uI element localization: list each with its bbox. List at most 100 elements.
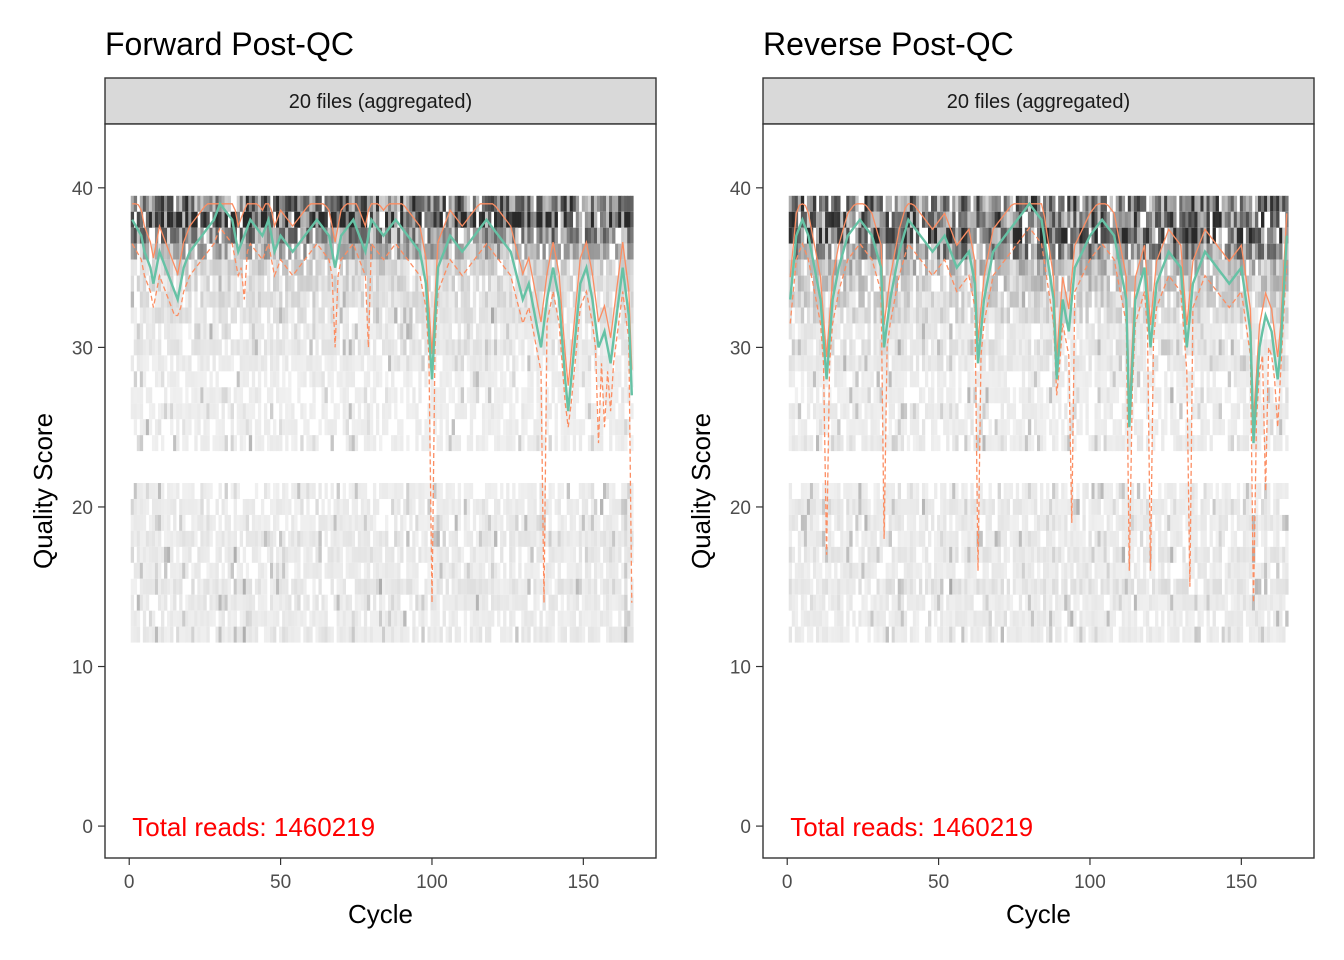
heatmap-tile (466, 291, 471, 308)
heatmap-tile (834, 594, 838, 611)
heatmap-tile (572, 323, 577, 340)
heatmap-tile (194, 259, 198, 276)
heatmap-tile (791, 403, 796, 420)
heatmap-tile (828, 498, 832, 515)
heatmap-tile (297, 546, 301, 563)
heatmap-tile (606, 514, 610, 531)
heatmap-tile (442, 498, 446, 515)
heatmap-tile (266, 483, 271, 499)
heatmap-tile (566, 291, 571, 308)
heatmap-tile (294, 562, 298, 579)
heatmap-tile (185, 419, 189, 436)
heatmap-tile (997, 514, 1001, 531)
heatmap-tile (527, 610, 531, 627)
heatmap-tile (1009, 626, 1014, 643)
heatmap-tile (593, 530, 598, 547)
heatmap-tile (279, 243, 283, 260)
heatmap-tile (569, 562, 574, 579)
heatmap-tile (891, 594, 895, 611)
heatmap-tile (563, 227, 567, 244)
heatmap-tile (273, 594, 277, 611)
heatmap-tile (170, 403, 174, 420)
heatmap-tile (952, 546, 956, 563)
heatmap-tile (569, 610, 574, 627)
heatmap-tile (1015, 243, 1020, 260)
heatmap-tile (1006, 195, 1011, 212)
heatmap-tile (312, 483, 316, 499)
heatmap-tile (300, 530, 304, 547)
heatmap-tile (924, 243, 929, 260)
heatmap-tile (994, 371, 998, 388)
heatmap-tile (539, 498, 543, 515)
heatmap-tile (406, 355, 410, 372)
heatmap-tile (227, 323, 231, 340)
heatmap-tile (509, 498, 513, 515)
heatmap-tile (382, 243, 386, 260)
heatmap-tile (260, 435, 265, 452)
heatmap-tile (952, 578, 956, 595)
heatmap-tile (572, 403, 577, 420)
heatmap-tile (212, 610, 216, 627)
heatmap-tile (139, 435, 144, 452)
heatmap-tile (879, 227, 883, 244)
heatmap-tile (360, 530, 365, 547)
heatmap-tile (530, 546, 534, 563)
heatmap-tile (294, 530, 298, 547)
heatmap-tile (988, 578, 992, 595)
heatmap-tile (512, 403, 516, 420)
heatmap-tile (466, 387, 471, 404)
heatmap-tile (518, 530, 522, 547)
heatmap-tile (940, 626, 944, 643)
heatmap-tile (248, 610, 253, 627)
heatmap-tile (809, 195, 814, 212)
heatmap-tile (251, 610, 256, 627)
heatmap-tile (876, 626, 880, 643)
heatmap-tile (445, 419, 449, 436)
heatmap-tile (843, 211, 847, 228)
heatmap-tile (849, 387, 853, 404)
heatmap-tile (463, 483, 468, 499)
heatmap-tile (494, 211, 498, 228)
heatmap-tile (273, 307, 277, 324)
heatmap-tile (524, 291, 528, 308)
heatmap-tile (578, 355, 583, 372)
heatmap-tile (360, 307, 365, 324)
heatmap-tile (491, 594, 495, 611)
heatmap-tile (285, 323, 289, 340)
heatmap-tile (136, 546, 141, 563)
heatmap-tile (879, 626, 883, 643)
heatmap-tile (442, 355, 446, 372)
heatmap-tile (354, 275, 359, 292)
heatmap-tile (230, 546, 234, 563)
heatmap-tile (812, 195, 817, 212)
heatmap-tile (203, 323, 207, 340)
heatmap-tile (394, 403, 398, 420)
heatmap-tile (427, 435, 431, 452)
heatmap-tile (991, 435, 995, 452)
heatmap-tile (900, 546, 905, 563)
heatmap-tile (828, 259, 832, 276)
heatmap-tile (427, 259, 431, 276)
heatmap-tile (197, 594, 201, 611)
heatmap-tile (397, 419, 401, 436)
heatmap-tile (560, 435, 564, 452)
heatmap-tile (536, 562, 540, 579)
heatmap-tile (973, 530, 977, 547)
heatmap-tile (227, 291, 231, 308)
heatmap-tile (170, 530, 174, 547)
heatmap-tile (609, 594, 613, 611)
heatmap-tile (572, 419, 577, 436)
heatmap-tile (315, 323, 319, 340)
heatmap-tile (424, 323, 428, 340)
heatmap-tile (230, 227, 234, 244)
heatmap-tile (154, 498, 159, 515)
heatmap-tile (406, 259, 410, 276)
heatmap-tile (484, 259, 489, 276)
heatmap-tile (964, 275, 968, 292)
heatmap-tile (257, 227, 262, 244)
heatmap-tile (173, 371, 177, 388)
heatmap-tile (985, 610, 989, 627)
heatmap-tile (545, 195, 549, 212)
heatmap-tile (819, 594, 823, 611)
heatmap-tile (342, 387, 346, 404)
